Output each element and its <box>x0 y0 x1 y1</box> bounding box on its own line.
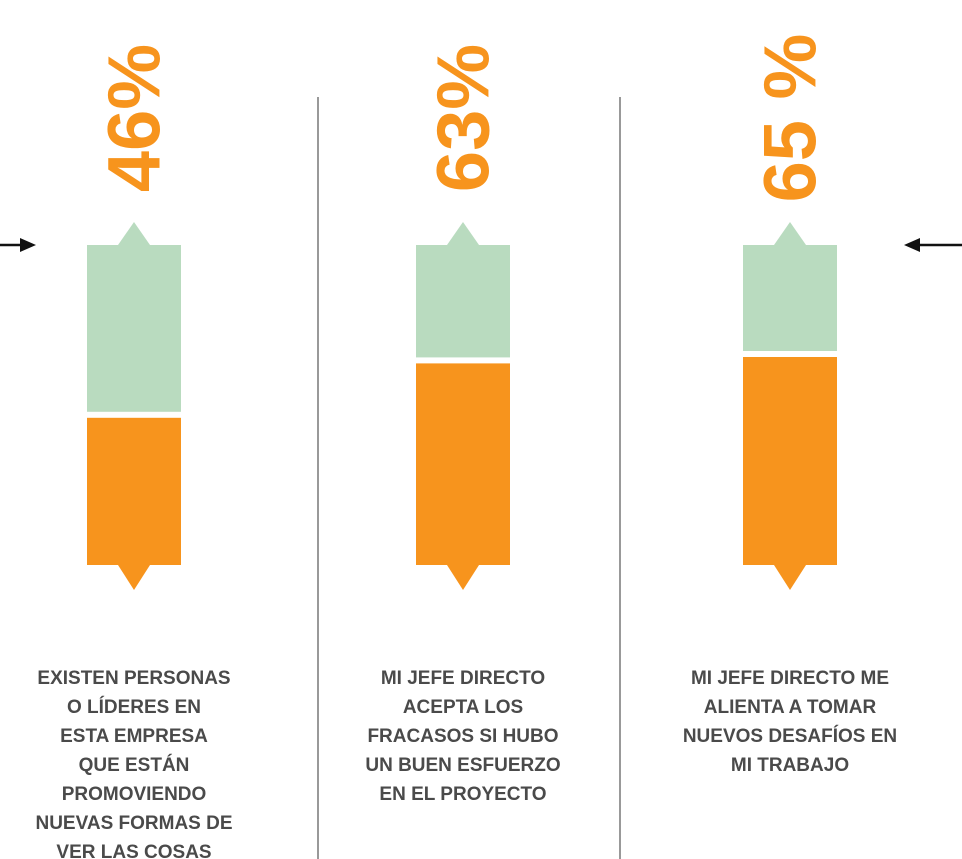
top-pointer <box>774 222 806 245</box>
category-label: O LÍDERES EN <box>67 696 201 718</box>
top-pointer <box>118 222 150 245</box>
bar <box>87 417 181 565</box>
value-label: 46% <box>93 44 176 192</box>
category-label: ALIENTA A TOMAR <box>704 697 877 718</box>
value-label: 63% <box>422 44 505 192</box>
value-label: 65 % <box>749 34 832 203</box>
bar-remainder <box>743 245 837 351</box>
right-arrow <box>904 238 962 252</box>
category-label: NUEVAS FORMAS DE <box>35 813 232 834</box>
category-label: QUE ESTÁN <box>79 754 190 776</box>
category-label: ACEPTA LOS <box>403 697 523 718</box>
category-label: MI JEFE DIRECTO <box>381 668 545 689</box>
category-label: VER LAS COSAS <box>56 842 211 859</box>
category-label: ESTA EMPRESA <box>60 726 208 747</box>
left-arrow <box>0 238 36 252</box>
bar-remainder <box>87 245 181 412</box>
bottom-pointer <box>118 565 150 590</box>
bottom-pointer <box>447 565 479 590</box>
category-label: FRACASOS SI HUBO <box>367 726 558 747</box>
bottom-pointer <box>774 565 806 590</box>
category-label: NUEVOS DESAFÍOS EN <box>683 725 897 747</box>
bar-remainder <box>416 245 510 358</box>
category-label: EXISTEN PERSONAS <box>37 668 230 689</box>
category-label: MI JEFE DIRECTO ME <box>691 668 889 689</box>
category-label: MI TRABAJO <box>731 755 849 776</box>
bar <box>416 363 510 565</box>
category-label: PROMOVIENDO <box>62 784 207 805</box>
category-label: UN BUEN ESFUERZO <box>365 755 560 776</box>
category-label: EN EL PROYECTO <box>379 784 546 805</box>
bar <box>743 357 837 565</box>
top-pointer <box>447 222 479 245</box>
